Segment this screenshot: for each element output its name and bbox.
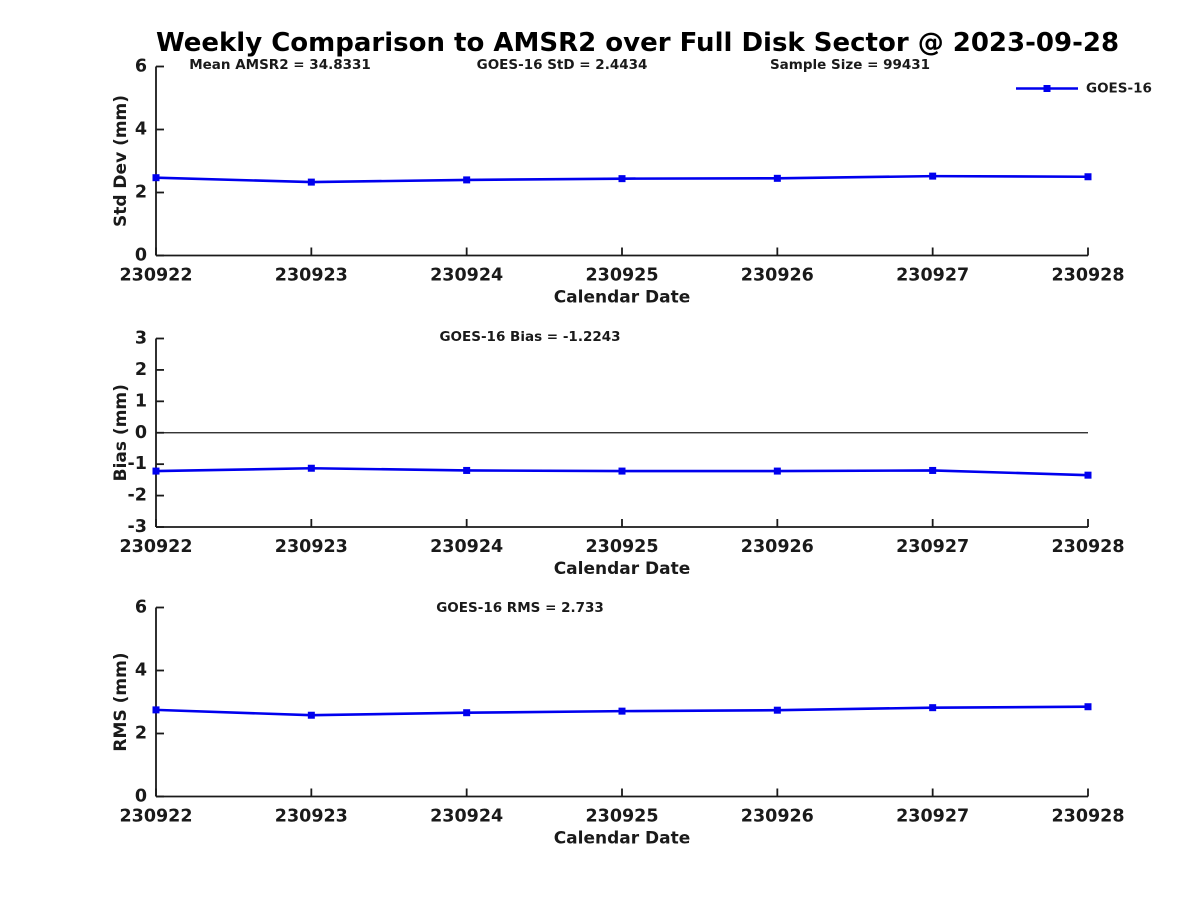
annotation: GOES-16 RMS = 2.733 bbox=[436, 600, 604, 616]
y-axis-label: Std Dev (mm) bbox=[111, 95, 131, 227]
y-tick-label: 2 bbox=[135, 724, 147, 744]
legend-marker bbox=[1043, 85, 1051, 92]
x-tick-label: 230922 bbox=[119, 537, 192, 557]
y-tick-label: 1 bbox=[135, 391, 147, 411]
x-tick-label: 230925 bbox=[585, 537, 658, 557]
y-tick-label: 4 bbox=[135, 120, 147, 140]
data-point-marker bbox=[929, 172, 937, 180]
legend: GOES-16 bbox=[1016, 81, 1152, 97]
y-tick-label: 2 bbox=[135, 360, 147, 380]
y-tick-label: 2 bbox=[135, 183, 147, 203]
y-tick-label: 3 bbox=[135, 329, 147, 349]
annotation: GOES-16 StD = 2.4434 bbox=[477, 57, 648, 73]
data-point-marker bbox=[773, 174, 781, 182]
data-point-marker bbox=[1084, 703, 1092, 711]
data-point-marker bbox=[307, 178, 315, 186]
y-tick-label: 6 bbox=[135, 57, 147, 77]
x-tick-label: 230925 bbox=[585, 807, 658, 827]
x-tick-label: 230928 bbox=[1051, 266, 1124, 286]
data-point-marker bbox=[307, 711, 315, 719]
y-tick-label: -2 bbox=[128, 486, 147, 506]
y-tick-label: 0 bbox=[135, 787, 147, 807]
data-point-marker bbox=[463, 176, 471, 184]
y-tick-label: -1 bbox=[128, 454, 147, 474]
x-tick-label: 230926 bbox=[741, 537, 814, 557]
data-point-marker bbox=[618, 175, 626, 183]
data-point-marker bbox=[463, 709, 471, 717]
data-point-marker bbox=[929, 704, 937, 712]
annotation: Sample Size = 99431 bbox=[770, 57, 930, 73]
legend-label: GOES-16 bbox=[1086, 81, 1152, 97]
data-point-marker bbox=[618, 707, 626, 715]
x-axis-label: Calendar Date bbox=[554, 559, 691, 579]
y-tick-label: 0 bbox=[135, 246, 147, 266]
data-point-marker bbox=[773, 467, 781, 475]
x-tick-label: 230927 bbox=[896, 537, 969, 557]
x-tick-label: 230927 bbox=[896, 266, 969, 286]
x-tick-label: 230928 bbox=[1051, 807, 1124, 827]
data-point-marker bbox=[152, 706, 160, 714]
subplot-std-dev: 0 2 4 6 230922 230923 230924 230925 230926 230927… bbox=[111, 57, 1152, 308]
subplot-bias: -3 -2 -1 0 1 2 3 230922 230923 230924 230925 230926… bbox=[111, 329, 1125, 580]
annotation: GOES-16 Bias = -1.2243 bbox=[439, 329, 620, 345]
x-tick-label: 230924 bbox=[430, 537, 503, 557]
y-tick-label: 0 bbox=[135, 423, 147, 443]
data-point-marker bbox=[773, 706, 781, 714]
y-tick-label: 6 bbox=[135, 598, 147, 618]
x-axis-label: Calendar Date bbox=[554, 288, 691, 308]
y-axis-label: RMS (mm) bbox=[111, 652, 131, 751]
data-point-marker bbox=[152, 174, 160, 182]
x-tick-label: 230925 bbox=[585, 266, 658, 286]
x-tick-label: 230922 bbox=[119, 266, 192, 286]
x-tick-label: 230927 bbox=[896, 807, 969, 827]
annotation: Mean AMSR2 = 34.8331 bbox=[189, 57, 371, 73]
x-tick-label: 230922 bbox=[119, 807, 192, 827]
x-tick-label: 230924 bbox=[430, 266, 503, 286]
x-axis-label: Calendar Date bbox=[554, 829, 691, 849]
x-tick-label: 230924 bbox=[430, 807, 503, 827]
x-tick-label: 230923 bbox=[275, 807, 348, 827]
chart-title: Weekly Comparison to AMSR2 over Full Dis… bbox=[156, 28, 1120, 58]
y-tick-label: -3 bbox=[128, 517, 147, 537]
data-point-marker bbox=[1084, 471, 1092, 479]
x-tick-label: 230923 bbox=[275, 537, 348, 557]
data-point-marker bbox=[1084, 173, 1092, 181]
data-point-marker bbox=[307, 464, 315, 472]
x-tick-label: 230926 bbox=[741, 807, 814, 827]
data-point-marker bbox=[929, 466, 937, 474]
x-tick-label: 230926 bbox=[741, 266, 814, 286]
data-point-marker bbox=[152, 467, 160, 475]
data-point-marker bbox=[618, 467, 626, 475]
y-tick-label: 4 bbox=[135, 661, 147, 681]
subplot-rms: 0 2 4 6 230922 230923 230924 230925 230926 230927… bbox=[111, 598, 1125, 849]
y-axis-label: Bias (mm) bbox=[111, 384, 131, 481]
x-tick-label: 230928 bbox=[1051, 537, 1124, 557]
x-tick-label: 230923 bbox=[275, 266, 348, 286]
data-point-marker bbox=[463, 466, 471, 474]
